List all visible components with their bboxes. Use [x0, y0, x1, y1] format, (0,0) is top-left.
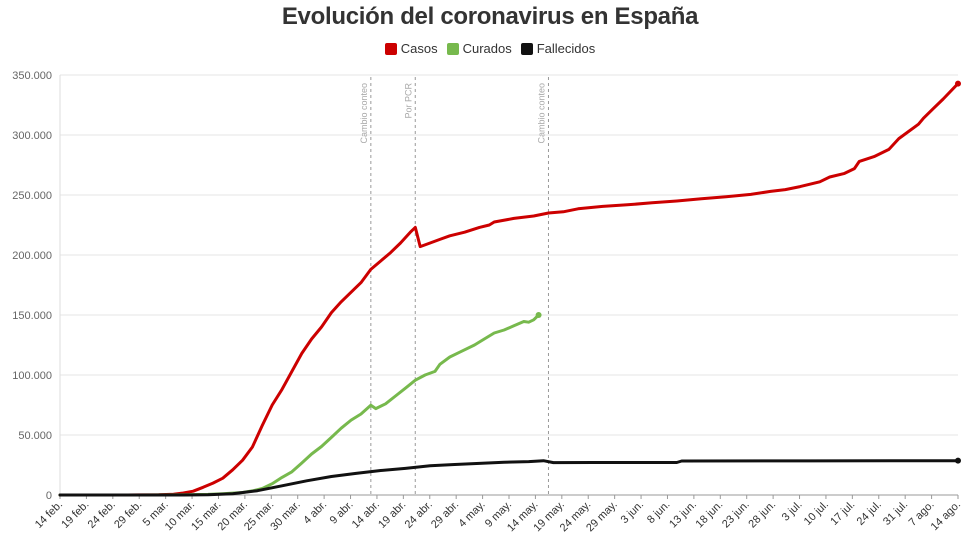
legend-label-curados: Curados	[462, 41, 512, 56]
x-tick-label: 29 abr.	[429, 499, 461, 531]
series-line-fallecidos	[58, 459, 960, 497]
y-tick-label: 50.000	[18, 430, 52, 442]
legend-swatch-fallecidos	[520, 42, 533, 55]
x-tick-label: 4 abr.	[301, 499, 329, 527]
x-tick-label: 3 jun.	[619, 499, 647, 527]
legend-label-casos: Casos	[400, 41, 438, 56]
annotation-label: Cambio conteo	[359, 83, 369, 144]
y-tick-label: 250.000	[12, 190, 52, 202]
annotation-label: Por PCR	[403, 83, 413, 119]
x-tick-label: 14 ago.	[929, 499, 963, 533]
x-tick-label: 18 jun.	[694, 499, 726, 531]
series-line-curados	[58, 313, 541, 497]
annotation-label: Cambio conteo	[536, 83, 546, 144]
legend-label-fallecidos: Fallecidos	[536, 41, 596, 56]
series-endpoint-curados	[535, 312, 542, 318]
x-tick-label: 24 feb.	[86, 499, 118, 531]
series-endpoint-fallecidos	[955, 457, 961, 464]
x-tick-label: 10 jul.	[802, 499, 831, 528]
y-tick-label: 350.000	[12, 70, 52, 82]
x-tick-label: 24 abr.	[403, 499, 435, 531]
legend-swatch-casos	[384, 42, 397, 55]
x-tick-label: 4 may.	[456, 499, 487, 530]
legend-item-fallecidos[interactable]: Fallecidos	[520, 41, 596, 56]
legend-item-curados[interactable]: Curados	[446, 41, 512, 56]
x-tick-label: 14 abr.	[350, 499, 382, 531]
legend-item-casos[interactable]: Casos	[384, 41, 438, 56]
x-tick-label: 29 feb.	[112, 499, 144, 531]
x-tick-label: 13 jun.	[667, 499, 699, 531]
series-endpoint-casos	[955, 80, 961, 87]
chart-legend: Casos Curados Fallecidos	[0, 41, 980, 56]
x-tick-label: 17 jul.	[828, 499, 857, 528]
x-tick-label: 19 feb.	[59, 499, 91, 531]
x-tick-label: 28 jun.	[746, 499, 778, 531]
y-tick-label: 150.000	[12, 310, 52, 322]
x-tick-label: 14 feb.	[33, 499, 65, 531]
chart-title: Evolución del coronavirus en España	[281, 3, 699, 30]
y-tick-label: 100.000	[12, 370, 52, 382]
legend-swatch-curados	[446, 42, 459, 55]
x-tick-label: 31 jul.	[881, 499, 910, 528]
y-tick-label: 200.000	[12, 250, 52, 262]
y-tick-label: 0	[46, 490, 52, 502]
y-tick-label: 300.000	[12, 130, 52, 142]
x-tick-label: 23 jun.	[720, 499, 752, 531]
series-line-casos	[58, 82, 960, 497]
x-tick-label: 24 jul.	[855, 499, 884, 528]
x-tick-label: 30 mar.	[268, 499, 302, 533]
x-tick-label: 19 abr.	[376, 499, 408, 531]
